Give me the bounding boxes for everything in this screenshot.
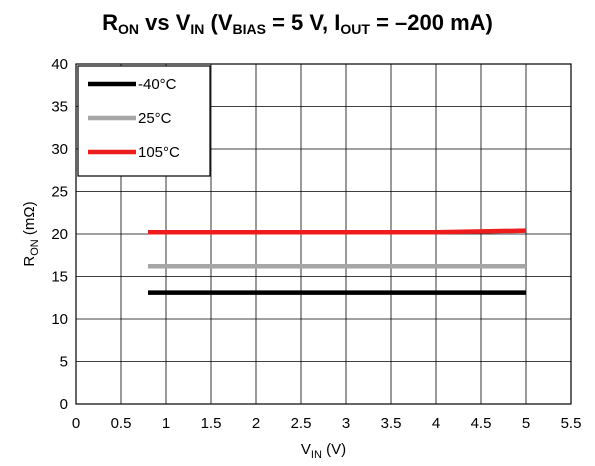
x-tick-label: 0.5 — [111, 415, 132, 432]
x-tick-label: 2 — [252, 415, 260, 432]
x-tick-label: 4.5 — [471, 415, 492, 432]
y-tick-label: 0 — [60, 396, 68, 413]
legend-label: 105°C — [138, 144, 180, 161]
legend-label: -40°C — [138, 76, 177, 93]
chart-title: RON vs VIN (VBIAS = 5 V, IOUT = –200 mA) — [102, 10, 493, 37]
series-lines — [148, 228, 527, 295]
x-tick-label: 3 — [342, 415, 350, 432]
y-tick-label: 30 — [51, 141, 68, 158]
y-axis-label: RON (mΩ) — [21, 201, 41, 266]
x-axis-label: VIN (V) — [301, 441, 346, 461]
legend-label: 25°C — [138, 110, 172, 127]
x-tick-label: 5.5 — [561, 415, 582, 432]
x-tick-label: 1 — [162, 415, 170, 432]
x-tick-label: 3.5 — [381, 415, 402, 432]
x-tick-label: 2.5 — [291, 415, 312, 432]
y-tick-label: 10 — [51, 311, 68, 328]
tick-labels: 0 0.5 1 1.5 2 2.5 3 3.5 4 4.5 5 5.5 0 5 10 15 20 25 30 35 40 — [51, 56, 581, 432]
y-tick-label: 15 — [51, 269, 68, 286]
legend: -40°C 25°C 105°C — [77, 65, 211, 177]
y-tick-label: 35 — [51, 99, 68, 116]
y-tick-label: 20 — [51, 226, 68, 243]
y-tick-label: 40 — [51, 56, 68, 73]
x-tick-label: 0 — [72, 415, 80, 432]
x-tick-label: 1.5 — [201, 415, 222, 432]
x-tick-label: 4 — [432, 415, 440, 432]
y-tick-label: 25 — [51, 184, 68, 201]
series-line — [148, 228, 527, 235]
plot-frame — [75, 63, 572, 405]
x-tick-label: 5 — [522, 415, 530, 432]
y-tick-label: 5 — [60, 354, 68, 371]
